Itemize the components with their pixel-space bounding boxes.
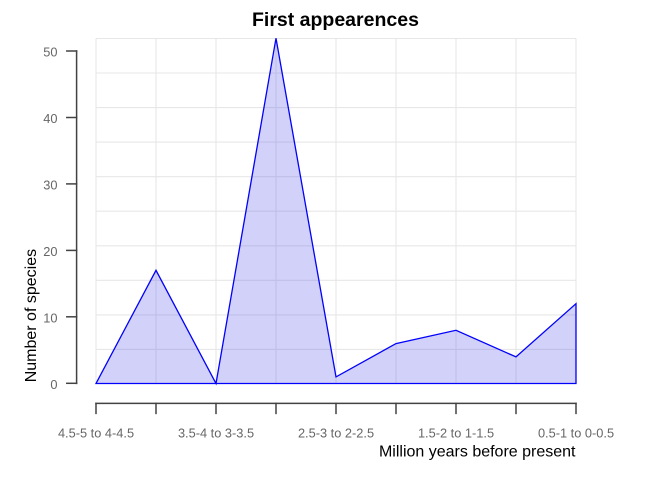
svg-text:4.5-5 to 4-4.5: 4.5-5 to 4-4.5 bbox=[58, 426, 134, 441]
svg-text:0.5-1 to 0-0.5: 0.5-1 to 0-0.5 bbox=[538, 426, 614, 441]
svg-text:1.5-2 to 1-1.5: 1.5-2 to 1-1.5 bbox=[418, 426, 494, 441]
svg-text:First appearences: First appearences bbox=[252, 9, 419, 31]
svg-text:Number of species: Number of species bbox=[23, 249, 40, 382]
svg-text:40: 40 bbox=[43, 111, 57, 126]
svg-text:10: 10 bbox=[43, 310, 57, 325]
svg-text:Million years before present: Million years before present bbox=[379, 443, 576, 460]
svg-text:30: 30 bbox=[43, 177, 57, 192]
svg-text:0: 0 bbox=[50, 377, 57, 392]
svg-text:3.5-4 to 3-3.5: 3.5-4 to 3-3.5 bbox=[178, 426, 254, 441]
svg-text:20: 20 bbox=[43, 244, 57, 259]
svg-text:2.5-3 to 2-2.5: 2.5-3 to 2-2.5 bbox=[298, 426, 374, 441]
svg-text:50: 50 bbox=[43, 45, 57, 60]
